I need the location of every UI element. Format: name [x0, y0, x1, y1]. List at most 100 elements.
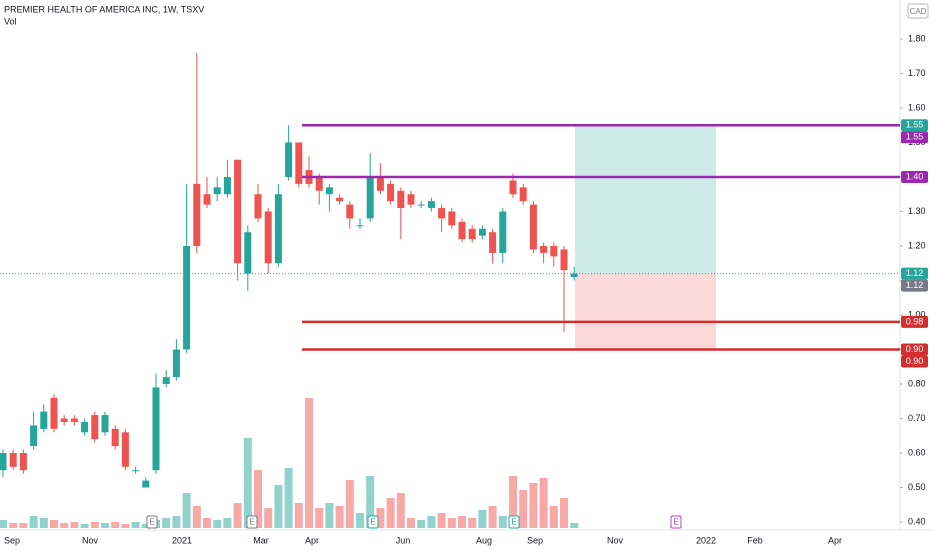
earnings-marker	[508, 515, 520, 529]
price-tag	[901, 171, 928, 183]
volume-bar	[70, 522, 79, 528]
volume-bar	[539, 478, 548, 528]
volume-bar	[529, 483, 538, 528]
volume-bar	[570, 523, 579, 528]
volume-bar	[396, 493, 405, 528]
y-tick-label: 1.80	[908, 33, 926, 43]
earnings-marker	[146, 515, 158, 529]
price-tag-label: 1.55	[906, 120, 924, 130]
x-tick-label: Feb	[747, 535, 763, 545]
price-tag	[901, 119, 928, 132]
volume-bar	[182, 493, 191, 528]
candle-body	[132, 470, 140, 472]
volume-bar	[437, 513, 446, 528]
volume-bar	[90, 522, 99, 528]
volume-bar	[335, 506, 344, 528]
candle-body	[142, 480, 150, 488]
volume-bar	[213, 520, 222, 528]
candle-body	[254, 194, 262, 219]
earnings-label: E	[370, 518, 375, 527]
x-tick-label: Nov	[82, 535, 99, 545]
candle-body	[427, 201, 435, 209]
price-tag-label: 0.90	[906, 356, 924, 366]
candle-body	[70, 418, 78, 422]
price-tag-label: 0.98	[906, 316, 924, 326]
candle-body	[244, 232, 252, 274]
volume-bar	[172, 516, 181, 528]
volume-bar	[9, 523, 18, 528]
volume-bar	[315, 508, 324, 528]
volume-bar	[519, 490, 528, 528]
y-tick-label: 1.20	[908, 240, 926, 250]
price-tag	[901, 267, 928, 280]
volume-bar	[254, 470, 262, 528]
stop-zone	[575, 273, 716, 350]
candle-body	[172, 349, 180, 378]
candle-body	[489, 232, 497, 253]
candle-body	[468, 228, 476, 240]
currency-box[interactable]	[907, 3, 929, 19]
volume-bar	[203, 518, 211, 528]
volume-bar	[264, 508, 273, 528]
y-tick-label: 0.70	[908, 413, 926, 423]
candle-body	[40, 411, 48, 429]
volume-bar	[488, 506, 497, 528]
price-tag-label: 1.12	[906, 280, 924, 290]
candle-body	[519, 187, 527, 202]
volume-bar	[274, 485, 283, 528]
candle-body	[152, 387, 160, 471]
volume-title: Vol	[4, 16, 17, 26]
earnings-marker	[670, 515, 682, 529]
volume-bar	[478, 510, 487, 528]
earnings-marker	[246, 515, 258, 529]
volume-bar	[294, 503, 303, 528]
candle-body	[529, 204, 537, 250]
x-tick-label: 2021	[172, 535, 192, 545]
candle-body	[376, 177, 384, 191]
x-tick-label: Apr	[305, 535, 319, 545]
volume-bar	[468, 518, 477, 528]
candle-body	[234, 159, 242, 264]
earnings-label: E	[149, 518, 154, 527]
price-tag	[901, 343, 928, 356]
candle-body	[111, 428, 119, 447]
y-tick-label: 0.60	[908, 447, 926, 457]
candle-body	[0, 453, 7, 471]
price-tag	[901, 355, 928, 368]
candle-body	[325, 187, 333, 195]
candle-body	[81, 421, 89, 433]
candle-body	[213, 187, 221, 195]
volume-bar	[305, 398, 313, 528]
candle-body	[264, 211, 272, 264]
volume-bar	[233, 503, 242, 528]
y-tick-label: 0.40	[908, 516, 926, 526]
candle-body	[509, 180, 517, 195]
candle-body	[356, 225, 364, 227]
volume-bar	[223, 518, 232, 528]
volume-bar	[356, 513, 364, 528]
candle-body	[162, 377, 170, 384]
volume-bar	[447, 518, 456, 528]
x-tick-label: Jun	[396, 535, 411, 545]
candle-body	[570, 273, 578, 278]
candle-body	[30, 425, 38, 447]
volume-bar	[417, 520, 426, 528]
plot: 1.801.701.601.501.401.301.201.101.000.90…	[0, 33, 928, 545]
candle-body	[560, 249, 568, 271]
volume-bar	[284, 468, 293, 528]
candle-body	[285, 142, 293, 177]
volume-bar	[407, 518, 415, 528]
volume-bar	[325, 503, 334, 528]
volume-bar	[162, 518, 171, 528]
candle-body	[9, 453, 17, 467]
price-tag-label: 1.40	[906, 171, 924, 181]
volume-bar	[560, 498, 568, 528]
volume-bar	[376, 508, 385, 528]
price-tag	[901, 315, 928, 328]
candle-body	[121, 432, 129, 467]
y-tick-label: 1.30	[908, 206, 926, 216]
volume-bar	[131, 522, 140, 528]
candle-body	[540, 246, 548, 253]
candle-body	[366, 177, 374, 219]
